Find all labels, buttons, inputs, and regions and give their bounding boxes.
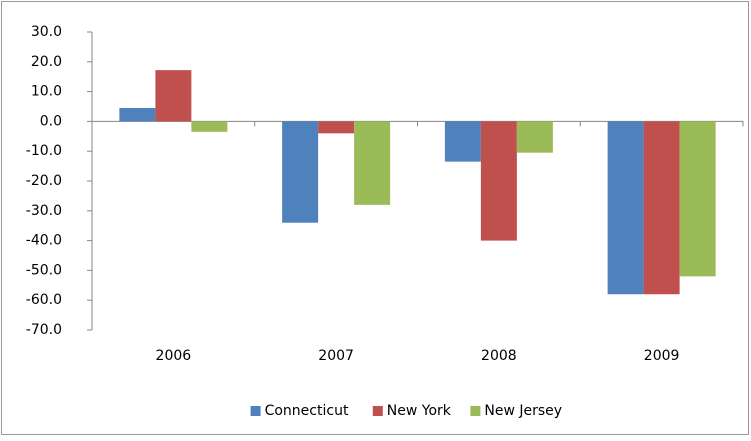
bar [155,70,192,122]
y-tick-label: -30.0 [26,203,62,219]
bar [444,121,481,162]
bar [119,107,156,122]
x-tick-label: 2008 [481,348,517,364]
bar [516,121,553,153]
y-tick-label: -40.0 [26,233,62,249]
legend-swatch [470,406,481,416]
x-tick-label: 2009 [644,348,680,364]
legend-swatch [372,406,383,416]
legend-label: Connecticut [265,403,349,419]
y-tick-label: 30.0 [31,24,62,40]
bar [354,121,391,205]
legend-label: New York [387,403,452,419]
y-tick-label: 0.0 [40,113,62,129]
legend-swatch [250,406,261,416]
x-tick-label: 2006 [156,348,192,364]
y-tick-label: -10.0 [26,143,62,159]
y-tick-label: -50.0 [26,262,62,278]
y-tick-label: -60.0 [26,292,62,308]
bar [480,121,517,241]
y-tick-label: 20.0 [31,54,62,70]
bar [679,121,716,277]
bar [607,121,644,295]
bar [643,121,680,295]
y-tick-label: -70.0 [26,322,62,338]
legend-label: New Jersey [484,403,562,419]
y-tick-label: -20.0 [26,173,62,189]
bar [318,121,355,134]
bar [191,121,228,132]
bar [282,121,319,223]
y-tick-label: 10.0 [31,84,62,100]
x-tick-label: 2007 [318,348,354,364]
